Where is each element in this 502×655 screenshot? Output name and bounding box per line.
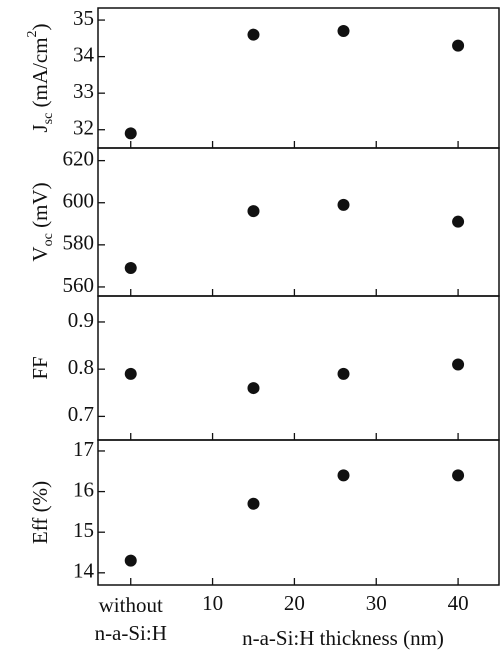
y-label-part: V (28, 246, 52, 261)
y-tick-label: 0.9 (68, 308, 94, 332)
data-point (452, 216, 464, 228)
y-label-part: Eff (%) (28, 481, 52, 544)
y-tick-label: 580 (63, 231, 95, 255)
y-label-part: (mV) (28, 182, 52, 233)
plot-frame (98, 440, 499, 585)
plot-frame (98, 8, 499, 148)
data-point (125, 368, 137, 380)
y-tick-label: 600 (63, 189, 95, 213)
y-label-part: 2 (25, 30, 40, 37)
data-point (247, 205, 259, 217)
y-label-part: ) (28, 23, 52, 30)
data-point (452, 358, 464, 370)
data-point (247, 382, 259, 394)
data-point (247, 498, 259, 510)
x-axis-label: n-a-Si:H thickness (nm) (242, 626, 444, 650)
y-label-part: (mA/cm (28, 37, 52, 112)
y-tick-label: 17 (73, 437, 94, 461)
data-point (247, 29, 259, 41)
plot-frame (98, 296, 499, 440)
y-tick-label: 560 (63, 273, 95, 297)
y-axis-label: Eff (%) (28, 481, 52, 544)
data-point (338, 368, 350, 380)
x-tick-label: n-a-Si:H (95, 621, 167, 645)
x-tick-label: 30 (366, 591, 387, 615)
data-point (125, 127, 137, 139)
y-tick-label: 34 (73, 42, 95, 66)
y-axis-label: Jsc (mA/cm2) (25, 23, 56, 132)
y-axis-label: FF (28, 356, 52, 379)
plot-frame (98, 148, 499, 296)
data-point (452, 40, 464, 52)
data-point (338, 199, 350, 211)
y-tick-label: 0.7 (68, 402, 94, 426)
y-label-part: sc (41, 113, 56, 125)
data-point (338, 469, 350, 481)
y-tick-label: 620 (63, 146, 95, 170)
y-tick-label: 16 (73, 477, 94, 501)
x-tick-label: 20 (284, 591, 305, 615)
y-label-part: J (28, 124, 52, 132)
y-label-part: FF (28, 356, 52, 379)
x-tick-label: 40 (448, 591, 469, 615)
y-tick-label: 0.8 (68, 355, 94, 379)
y-tick-label: 35 (73, 6, 94, 30)
y-label-part: oc (41, 233, 56, 246)
x-tick-label: 10 (202, 591, 223, 615)
data-point (125, 555, 137, 567)
x-tick-label: without (99, 593, 163, 617)
data-point (125, 262, 137, 274)
data-point (452, 469, 464, 481)
y-tick-label: 32 (73, 116, 94, 140)
y-tick-label: 15 (73, 518, 94, 542)
y-tick-label: 33 (73, 79, 94, 103)
y-tick-label: 14 (73, 559, 95, 583)
y-axis-label: Voc (mV) (28, 182, 56, 261)
data-point (338, 25, 350, 37)
chart: 32 33 34 35 Jsc (mA/cm2) 560 580 600 620 Voc (mV)… (0, 0, 502, 655)
